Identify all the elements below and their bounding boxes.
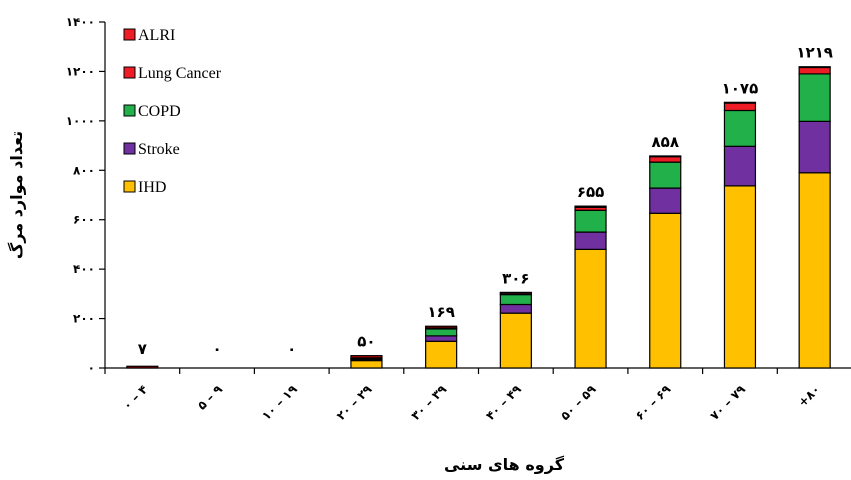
- bar-segment-ihd: [350, 359, 383, 369]
- legend-item: Stroke: [123, 141, 180, 158]
- bar-segment-alri: [425, 325, 458, 329]
- bar-segment-ihd: [798, 172, 831, 369]
- total-label: ۱۶۹: [427, 303, 454, 321]
- total-label: ۰: [212, 340, 221, 358]
- bar-segment-stroke: [499, 303, 532, 314]
- bar-segment-copd: [798, 73, 831, 122]
- legend-swatch: [123, 142, 136, 155]
- bar-segment-lung-cancer: [649, 156, 682, 163]
- legend-label: ALRI: [138, 27, 175, 44]
- bars: [126, 66, 831, 369]
- total-label: ۷: [138, 340, 147, 358]
- bar-segment-alri: [499, 291, 532, 294]
- bar-segment-stroke: [425, 335, 458, 342]
- bar-segment-stroke: [723, 145, 757, 187]
- total-label: ۵۰: [357, 333, 375, 351]
- bar-segment-copd: [723, 109, 757, 147]
- bar-segment-stroke: [574, 231, 607, 250]
- y-axis-title: تعداد موارد مرگ: [7, 131, 26, 259]
- legend: ALRI Lung Cancer COPD Stroke IHD: [123, 27, 222, 196]
- legend-item: IHD: [123, 179, 166, 196]
- x-tick-label: ۳۰ – ۳۹: [409, 382, 450, 423]
- total-label: ۸۵۸: [652, 133, 679, 151]
- y-tick-label: ۶۰۰: [73, 213, 95, 227]
- legend-swatch: [123, 104, 136, 117]
- legend-swatch: [123, 28, 136, 41]
- x-tick-label: ۵ – ۹: [195, 382, 226, 413]
- x-tick-label: ۲۰ – ۲۹: [334, 382, 375, 423]
- x-tick-label: ۶۰ – ۶۹: [633, 382, 674, 423]
- legend-label: COPD: [138, 103, 181, 120]
- bar-segment-ihd: [649, 212, 682, 369]
- total-labels: ۷ ۰ ۰ ۵۰ ۱۶۹ ۳۰۶ ۶۵۵ ۸۵۸ ۱۰۷۵ ۱۲۱۹: [138, 44, 833, 358]
- legend-swatch: [123, 180, 136, 193]
- y-tick-label: ۱۴۰۰: [66, 15, 95, 29]
- y-tick-label: ۱۲۰۰: [66, 64, 95, 78]
- bar-segment-stroke: [649, 187, 682, 214]
- total-label: ۳۰۶: [502, 269, 529, 287]
- bar-segment-copd: [499, 293, 532, 306]
- legend-item: Lung Cancer: [123, 65, 222, 82]
- bar-segment-ihd: [425, 340, 458, 369]
- bar-segment-alri: [798, 66, 831, 69]
- bar-segment-ihd: [723, 185, 757, 369]
- bar-segment-copd: [649, 161, 682, 189]
- bar-segment-ihd: [499, 312, 532, 369]
- y-tick-label: ۴۰۰: [73, 262, 95, 276]
- bar-segment-lung-cancer: [723, 102, 757, 112]
- bar-segment-lung-cancer: [798, 66, 831, 75]
- bar-segment-alri: [126, 365, 159, 369]
- y-tick-label: ۲۰۰: [73, 312, 95, 326]
- bar-segment-stroke: [798, 120, 831, 174]
- y-axis: ۰ ۲۰۰ ۴۰۰ ۶۰۰ ۸۰۰ ۱۰۰۰ ۱۲۰۰ ۱۴۰۰: [66, 15, 106, 375]
- legend-item: COPD: [123, 103, 181, 120]
- bar-segment-ihd: [574, 248, 607, 369]
- total-label: ۱۰۷۵: [722, 79, 759, 97]
- x-tick-label: ۷۰ – ۷۹: [707, 382, 748, 423]
- legend-swatch: [123, 66, 136, 79]
- bar-segment-alri: [574, 205, 607, 208]
- y-tick-label: ۸۰۰: [73, 163, 95, 177]
- total-label: ۶۵۵: [577, 183, 604, 201]
- x-axis: ۰ – ۴ ۵ – ۹ ۱۰ – ۱۹ ۲۰ – ۲۹ ۳۰ – ۳۹ ۴۰ – ۴۹ ۵۰…: [104, 367, 851, 423]
- x-tick-label: ۵۰ – ۵۹: [558, 382, 599, 423]
- y-tick-label: ۰: [88, 361, 95, 375]
- legend-label: IHD: [138, 179, 166, 196]
- total-label: ۰: [287, 340, 296, 358]
- bar-segment-copd: [425, 328, 458, 337]
- x-tick-label: ۴۰ – ۴۹: [483, 382, 524, 423]
- y-tick-label: ۱۰۰۰: [66, 114, 95, 128]
- bar-segment-alri: [350, 355, 383, 359]
- x-tick-label: +۸۰: [795, 382, 822, 409]
- total-label: ۱۲۱۹: [796, 44, 833, 62]
- x-tick-label: ۰ – ۴: [120, 382, 150, 412]
- x-axis-title: گروه های سنی: [444, 455, 565, 474]
- bar-segment-copd: [574, 209, 607, 233]
- legend-label: Lung Cancer: [138, 65, 222, 82]
- legend-label: Stroke: [138, 141, 180, 158]
- bar-segment-alri: [649, 155, 682, 158]
- legend-item: ALRI: [123, 27, 175, 44]
- bar-segment-alri: [723, 101, 757, 104]
- x-tick-label: ۱۰ – ۱۹: [259, 382, 300, 423]
